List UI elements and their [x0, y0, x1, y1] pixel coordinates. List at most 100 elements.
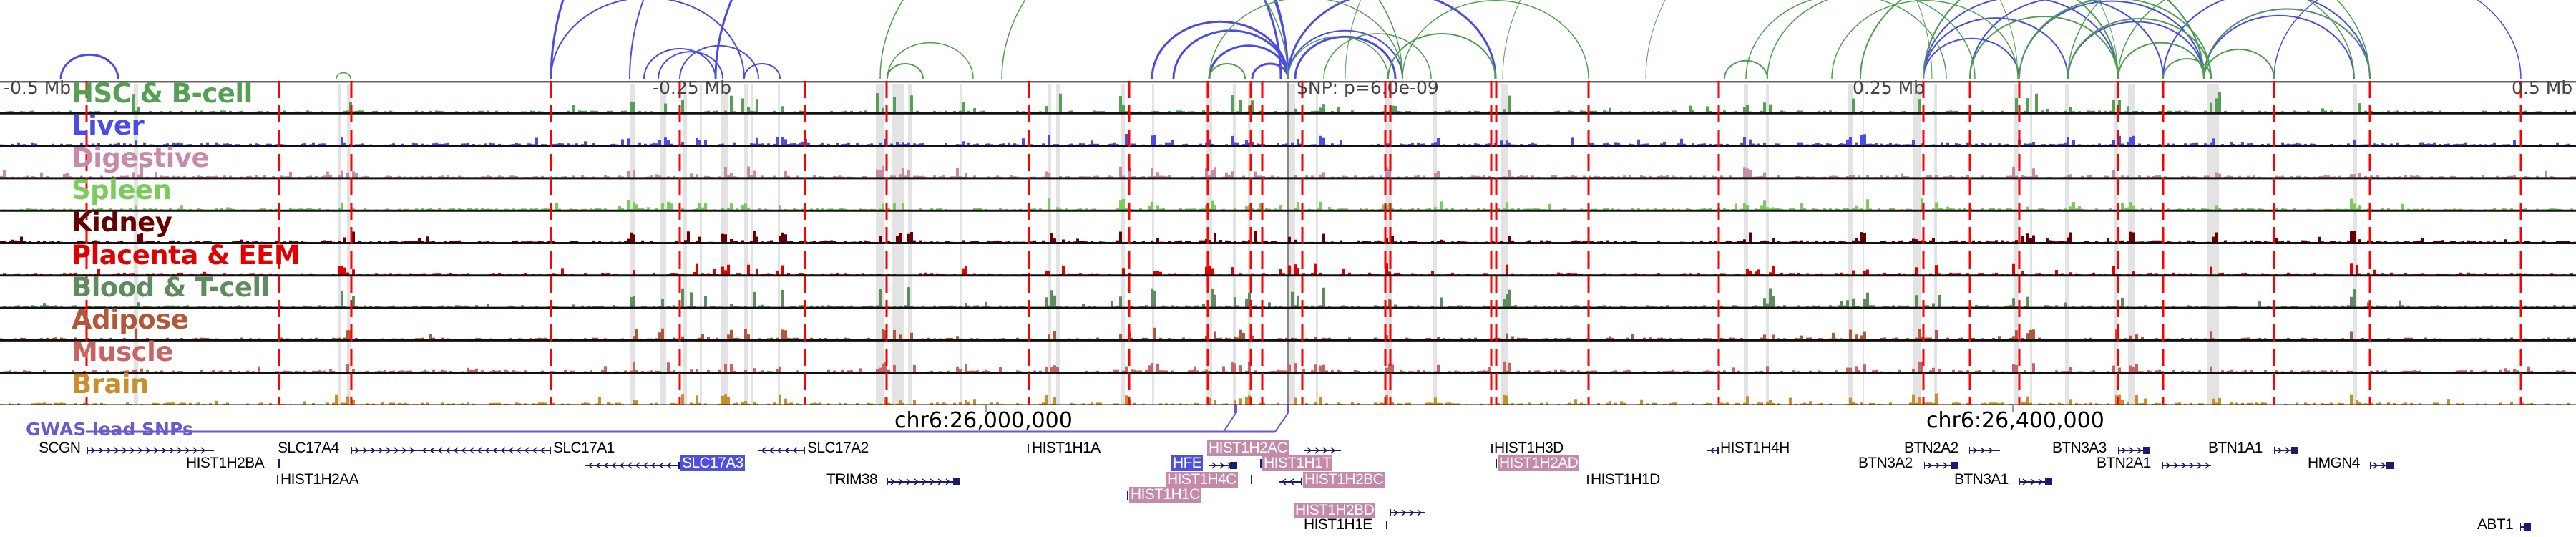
gene-hist1h4c[interactable]: HIST1H4C: [1166, 471, 1238, 488]
gene-hist1h4h[interactable]: HIST1H4H: [1720, 440, 1790, 456]
gene-glyph-hist1h1c: [1127, 491, 1128, 500]
chromatin-loop-arc: [1323, 33, 1432, 79]
chromatin-loop-arc: [2067, 18, 2212, 79]
gene-glyph-abt1: [2519, 521, 2531, 531]
axis-label-minus-0-25-mb: -0.25 Mb: [653, 77, 732, 98]
highlight-band: [1913, 84, 1921, 405]
highlight-band: [721, 84, 728, 405]
gene-trim38[interactable]: TRIM38: [826, 471, 878, 488]
highlight-band: [1121, 84, 1125, 405]
gene-hist1h2aa[interactable]: HIST1H2AA: [280, 471, 359, 488]
track-label-spleen: Spleen: [72, 175, 172, 205]
gene-hist1h1c[interactable]: HIST1H1C: [1129, 486, 1201, 503]
gene-hist1h2ac[interactable]: HIST1H2AC: [1207, 440, 1289, 456]
gene-hist1h3d[interactable]: HIST1H3D: [1494, 440, 1563, 456]
gene-slc17a4[interactable]: SLC17A4: [278, 440, 339, 456]
gene-glyph-trim38: [887, 475, 960, 485]
chromatin-loop-arc: [887, 63, 924, 79]
gene-hist1h1a[interactable]: HIST1H1A: [1032, 440, 1101, 456]
highlight-band: [1056, 84, 1060, 405]
highlight-band: [660, 84, 666, 405]
chromatin-loop-arc: [1923, 17, 2069, 79]
chromatin-loop-arc: [550, 0, 745, 79]
chromatin-loop-arc: [1745, 0, 1947, 79]
gene-glyph-hist1h3d: [1491, 444, 1493, 453]
highlight-band: [1206, 84, 1212, 405]
chromatin-loop-arc: [1151, 20, 1289, 79]
gene-hist1h2bd[interactable]: HIST1H2BD: [1294, 502, 1376, 518]
coordinate-label-26400000: chr6:26,400,000: [1926, 408, 2104, 433]
highlight-band: [2207, 84, 2219, 405]
chromatin-loop-arc: [1923, 37, 2020, 79]
gene-glyph-hist1h1d: [1587, 475, 1589, 484]
track-label-muscle: Muscle: [72, 337, 173, 367]
gwas-snp-connector: [1223, 412, 1236, 432]
gene-hist1h1e[interactable]: HIST1H1E: [1304, 516, 1372, 533]
chromatin-loop-arc: [1831, 0, 2019, 79]
chromatin-loop-arc: [1251, 62, 1289, 79]
gene-glyph-hist1h2aa: [277, 475, 278, 484]
chromatin-loop-arc: [2067, 0, 2371, 79]
track-label-brain: Brain: [72, 369, 149, 400]
gene-btn3a3[interactable]: BTN3A3: [2052, 440, 2107, 456]
chromatin-loop-arc: [629, 0, 1289, 79]
chromatin-loop-arc: [1287, 0, 1497, 79]
gene-hist1h2ad[interactable]: HIST1H2AD: [1498, 455, 1580, 471]
gene-btn2a2[interactable]: BTN2A2: [1904, 440, 1958, 456]
signal-bars-7: [0, 327, 2576, 340]
chromatin-loop-arc: [743, 63, 781, 79]
chromatin-loop-arc: [336, 72, 351, 79]
signal-bars-9: [0, 393, 2570, 405]
gene-btn3a1[interactable]: BTN3A1: [1954, 471, 2009, 488]
chromatin-loop-arc: [1001, 0, 1403, 79]
highlight-band: [630, 84, 635, 405]
chromatin-loop-arc: [2203, 14, 2355, 79]
gene-hist1h1t[interactable]: HIST1H1T: [1262, 455, 1333, 471]
signal-bars-2: [0, 165, 2576, 178]
highlight-band: [1385, 84, 1392, 405]
track-label-placenta-eem: Placenta & EEM: [72, 240, 301, 271]
chromatin-loop-arc: [2117, 42, 2205, 79]
track-label-adipose: Adipose: [72, 304, 189, 335]
gene-glyph-hist1h2ac: [1303, 444, 1341, 454]
gene-hmgn4[interactable]: HMGN4: [2308, 455, 2360, 471]
chromatin-loop-arcs: [59, 0, 2522, 79]
gene-slc17a3[interactable]: SLC17A3: [680, 455, 745, 471]
highlight-band: [2114, 84, 2118, 405]
chromatin-loop-arc: [1969, 16, 2119, 79]
gene-hfe[interactable]: HFE: [1171, 455, 1204, 471]
chromatin-loop-arc: [2019, 0, 2205, 79]
chromatin-loop-arc: [2273, 0, 2522, 79]
track-label-liver: Liver: [72, 110, 145, 141]
gene-slc17a1[interactable]: SLC17A1: [553, 440, 615, 456]
gene-slc17a2[interactable]: SLC17A2: [807, 440, 869, 456]
gene-glyph-hist1h2ba: [278, 459, 280, 468]
gene-btn2a1[interactable]: BTN2A1: [2097, 455, 2151, 471]
track-label-blood-t-cell: Blood & T-cell: [72, 272, 270, 303]
gene-glyph-hist1h1e: [1386, 521, 1387, 529]
chromatin-loop-arc: [1387, 33, 1496, 79]
chromatin-loop-arc: [59, 53, 119, 79]
gene-hist1h2bc[interactable]: HIST1H2BC: [1303, 471, 1385, 488]
chromatin-loop-arc: [658, 51, 723, 79]
gwas-snp-connectors: [86, 405, 2014, 433]
highlight-band: [1934, 84, 1937, 405]
gene-btn1a1[interactable]: BTN1A1: [2208, 440, 2263, 456]
highlight-band: [876, 84, 884, 405]
signal-plot: [0, 81, 2576, 405]
gene-abt1[interactable]: ABT1: [2477, 516, 2514, 533]
axis-label-0-5-mb: 0.5 Mb: [2512, 77, 2573, 98]
gene-glyph-scgn: [87, 444, 214, 454]
chromatin-loop-arc: [1287, 36, 1389, 79]
gene-glyph-slc17a1: [419, 444, 551, 454]
highlight-band: [2128, 84, 2135, 405]
highlight-band: [778, 84, 780, 405]
track-label-kidney: Kidney: [72, 207, 172, 238]
gene-hist1h1d[interactable]: HIST1H1D: [1591, 471, 1660, 488]
gene-hist1h2ba[interactable]: HIST1H2BA: [186, 455, 265, 471]
track-label-hsc-b-cell: HSC & B-cell: [72, 78, 253, 109]
gene-scgn[interactable]: SCGN: [39, 440, 81, 456]
highlight-band: [1766, 84, 1769, 405]
chromatin-loop-arc: [1208, 44, 1289, 79]
gene-btn3a2[interactable]: BTN3A2: [1858, 455, 1913, 471]
